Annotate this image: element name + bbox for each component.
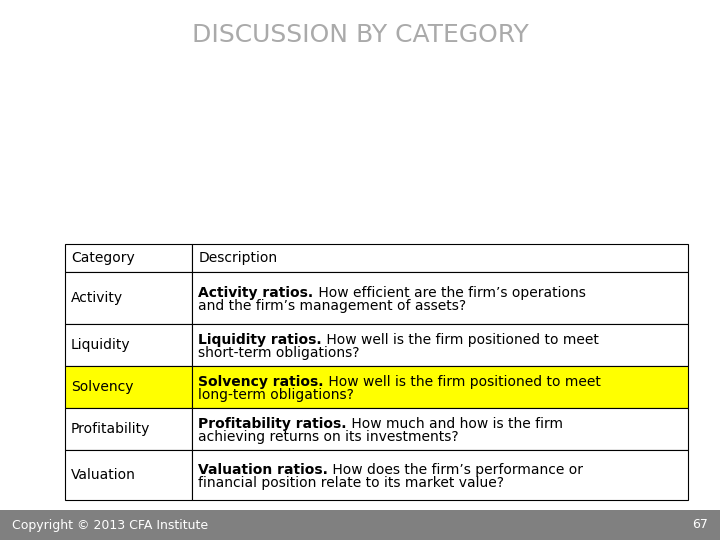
- Text: How efficient are the firm’s operations: How efficient are the firm’s operations: [314, 286, 585, 300]
- Text: financial position relate to its market value?: financial position relate to its market …: [199, 476, 505, 490]
- Text: Solvency: Solvency: [71, 380, 133, 394]
- Text: How does the firm’s performance or: How does the firm’s performance or: [328, 463, 583, 477]
- Bar: [65, 272, 192, 324]
- Text: 67: 67: [692, 518, 708, 531]
- Bar: [192, 324, 688, 366]
- Text: Valuation ratios.: Valuation ratios.: [199, 463, 328, 477]
- Text: and the firm’s management of assets?: and the firm’s management of assets?: [199, 299, 467, 313]
- Bar: [65, 408, 192, 450]
- Text: Liquidity: Liquidity: [71, 338, 130, 352]
- Bar: [192, 366, 688, 408]
- Bar: [65, 366, 192, 408]
- Text: Profitability: Profitability: [71, 422, 150, 436]
- Text: DISCUSSION BY CATEGORY: DISCUSSION BY CATEGORY: [192, 23, 528, 47]
- Bar: [192, 244, 688, 272]
- Bar: [65, 324, 192, 366]
- Text: Valuation: Valuation: [71, 468, 135, 482]
- Bar: [192, 272, 688, 324]
- Text: Category: Category: [71, 251, 135, 265]
- Text: Activity: Activity: [71, 291, 123, 305]
- Text: Liquidity ratios.: Liquidity ratios.: [199, 333, 322, 347]
- Text: short-term obligations?: short-term obligations?: [199, 346, 360, 360]
- Bar: [65, 450, 192, 500]
- Text: Solvency ratios.: Solvency ratios.: [199, 375, 324, 389]
- Bar: [192, 408, 688, 450]
- Text: Copyright © 2013 CFA Institute: Copyright © 2013 CFA Institute: [12, 518, 208, 531]
- Text: How well is the firm positioned to meet: How well is the firm positioned to meet: [324, 375, 601, 389]
- Text: How much and how is the firm: How much and how is the firm: [347, 417, 563, 431]
- Text: Activity ratios.: Activity ratios.: [199, 286, 314, 300]
- Bar: [65, 244, 192, 272]
- Bar: [0, 510, 720, 540]
- Text: Description: Description: [199, 251, 278, 265]
- Text: achieving returns on its investments?: achieving returns on its investments?: [199, 430, 459, 444]
- Text: long-term obligations?: long-term obligations?: [199, 388, 354, 402]
- Text: Profitability ratios.: Profitability ratios.: [199, 417, 347, 431]
- Text: How well is the firm positioned to meet: How well is the firm positioned to meet: [322, 333, 599, 347]
- Bar: [192, 450, 688, 500]
